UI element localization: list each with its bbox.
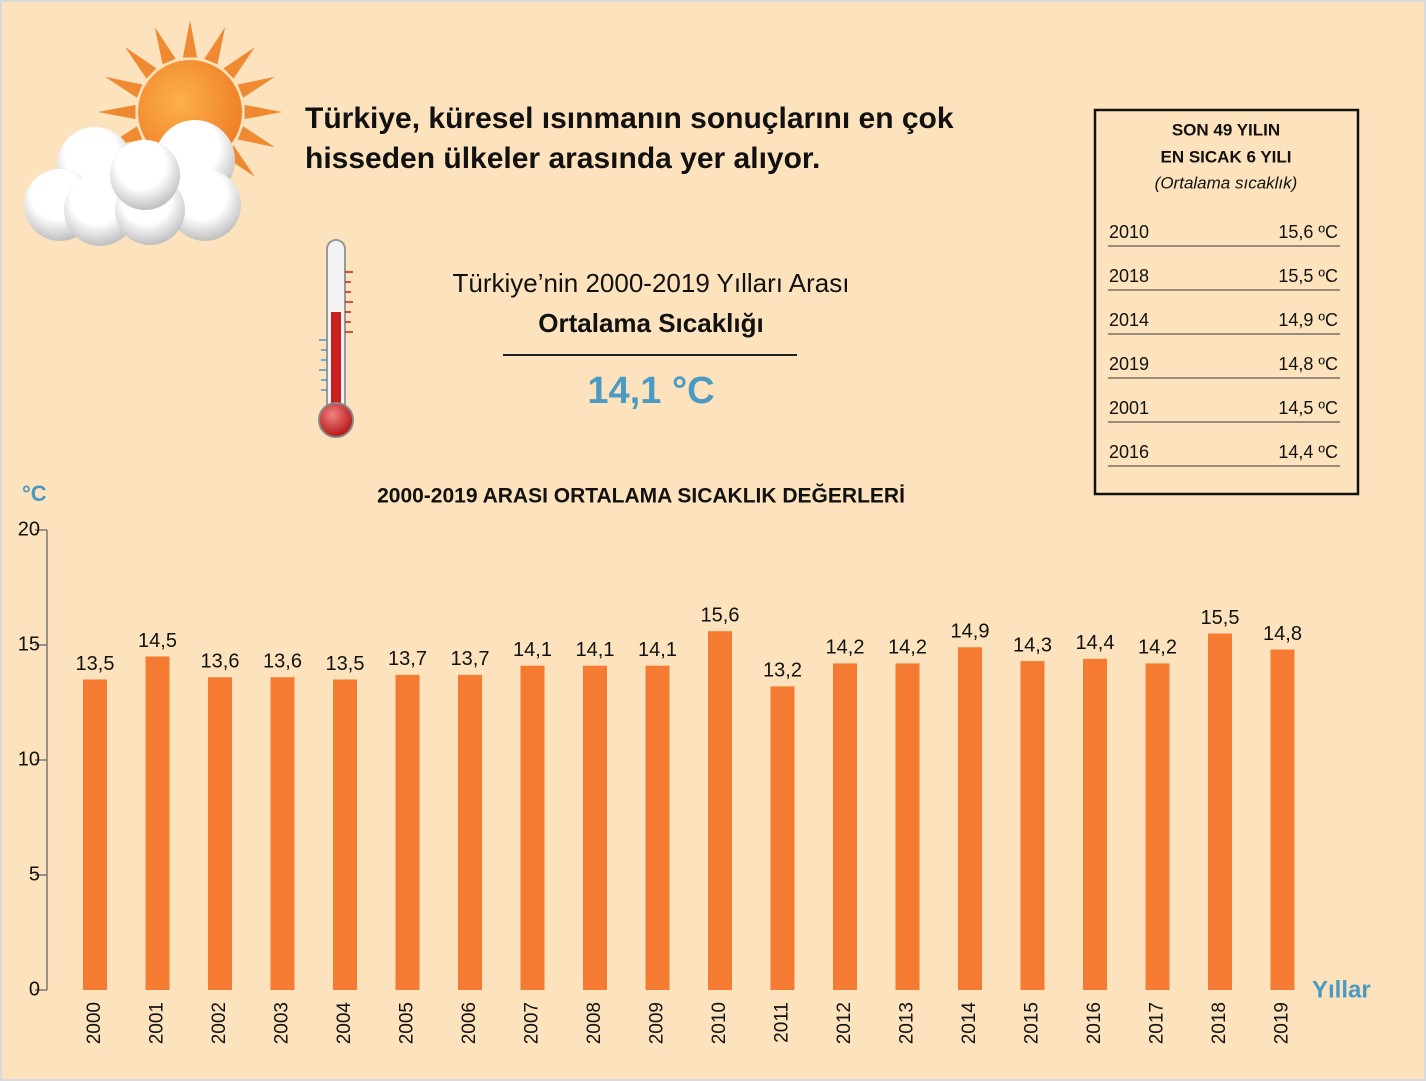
value-label: 13,2 <box>763 660 802 682</box>
value-label: 14,1 <box>513 639 552 661</box>
table-year: 2018 <box>1109 266 1149 286</box>
table-value: 14,4 ºC <box>1278 442 1338 462</box>
value-label: 14,1 <box>576 639 615 661</box>
value-label: 15,5 <box>1201 607 1240 629</box>
x-tick-label: 2009 <box>647 1002 668 1044</box>
bar <box>146 657 170 991</box>
x-tick-label: 2010 <box>709 1002 730 1044</box>
x-tick-label: 2015 <box>1022 1002 1043 1044</box>
x-tick-label: 2004 <box>334 1002 355 1045</box>
x-tick-label: 2019 <box>1272 1002 1293 1044</box>
table-value: 15,6 ºC <box>1278 222 1338 242</box>
chart-title: 2000-2019 ARASI ORTALAMA SICAKLIK DEĞERL… <box>377 484 905 508</box>
value-label: 14,2 <box>888 637 927 659</box>
value-label: 14,9 <box>951 621 990 643</box>
y-tick-label: 10 <box>18 748 40 770</box>
table-value: 14,9 ºC <box>1278 310 1338 330</box>
headline: hisseden ülkeler arasında yer alıyor. <box>305 142 820 175</box>
table-value: 14,5 ºC <box>1278 398 1338 418</box>
value-label: 13,5 <box>76 653 115 675</box>
y-tick-label: 15 <box>18 633 40 655</box>
y-axis-label: °C <box>22 481 47 506</box>
y-tick-label: 0 <box>29 978 40 1000</box>
value-label: 13,7 <box>451 648 490 670</box>
bar <box>1271 650 1295 990</box>
summary-value: 14,1 °C <box>587 370 714 412</box>
x-tick-label: 2013 <box>897 1002 918 1044</box>
x-tick-label: 2003 <box>272 1002 293 1044</box>
bar <box>208 677 232 990</box>
x-tick-label: 2012 <box>834 1002 855 1044</box>
value-label: 13,6 <box>263 650 302 672</box>
bar <box>1208 634 1232 991</box>
bar <box>396 675 420 990</box>
bar <box>958 647 982 990</box>
x-tick-label: 2008 <box>584 1002 605 1044</box>
x-tick-label: 2002 <box>209 1002 230 1044</box>
bar <box>646 666 670 990</box>
x-tick-label: 2001 <box>147 1002 168 1044</box>
bar <box>1021 661 1045 990</box>
value-label: 13,5 <box>326 653 365 675</box>
table-subtitle: (Ortalama sıcaklık) <box>1155 173 1298 192</box>
bar <box>1083 659 1107 990</box>
table-year: 2016 <box>1109 442 1149 462</box>
value-label: 15,6 <box>701 604 740 626</box>
headline: Türkiye, küresel ısınmanın sonuçlarını e… <box>305 102 954 135</box>
y-tick-label: 20 <box>18 518 40 540</box>
table-value: 14,8 ºC <box>1278 354 1338 374</box>
bar <box>833 663 857 990</box>
value-label: 14,8 <box>1263 623 1302 645</box>
value-label: 14,2 <box>1138 637 1177 659</box>
table-year: 2019 <box>1109 354 1149 374</box>
x-tick-label: 2007 <box>522 1002 543 1044</box>
bar <box>521 666 545 990</box>
value-label: 14,1 <box>638 639 677 661</box>
bar <box>583 666 607 990</box>
bar <box>896 663 920 990</box>
table-year: 2014 <box>1109 310 1149 330</box>
x-tick-label: 2017 <box>1147 1002 1168 1044</box>
page: {"headline": ["Türkiye, küresel ısınmanı… <box>0 0 1426 1081</box>
summary-text: Ortalama Sıcaklığı <box>538 308 763 338</box>
value-label: 14,4 <box>1076 632 1115 654</box>
infographic: Türkiye, küresel ısınmanın sonuçlarını e… <box>0 0 1426 1081</box>
x-tick-label: 2000 <box>84 1002 105 1044</box>
x-tick-label: 2006 <box>459 1002 480 1044</box>
value-label: 14,3 <box>1013 634 1052 656</box>
summary-text: Türkiye’nin 2000-2019 Yılları Arası <box>453 268 850 298</box>
bar <box>708 631 732 990</box>
bar <box>458 675 482 990</box>
table-title: SON 49 YILIN <box>1172 120 1280 139</box>
table-year: 2010 <box>1109 222 1149 242</box>
value-label: 13,7 <box>388 648 427 670</box>
x-tick-label: 2018 <box>1209 1002 1230 1044</box>
x-axis-label: Yıllar <box>1312 976 1371 1003</box>
value-label: 13,6 <box>201 650 240 672</box>
table-year: 2001 <box>1109 398 1149 418</box>
bar <box>271 677 295 990</box>
y-tick-label: 5 <box>29 863 40 885</box>
bar <box>333 680 357 991</box>
table-title: EN SICAK 6 YILI <box>1161 147 1292 166</box>
x-tick-label: 2014 <box>959 1002 980 1045</box>
bar <box>1146 663 1170 990</box>
x-tick-label: 2016 <box>1084 1002 1105 1044</box>
table-value: 15,5 ºC <box>1278 266 1338 286</box>
value-label: 14,2 <box>826 637 865 659</box>
x-tick-label: 2005 <box>397 1002 418 1044</box>
x-tick-label: 2011 <box>772 1002 793 1043</box>
bar <box>771 686 795 990</box>
value-label: 14,5 <box>138 630 177 652</box>
bar <box>83 680 107 991</box>
